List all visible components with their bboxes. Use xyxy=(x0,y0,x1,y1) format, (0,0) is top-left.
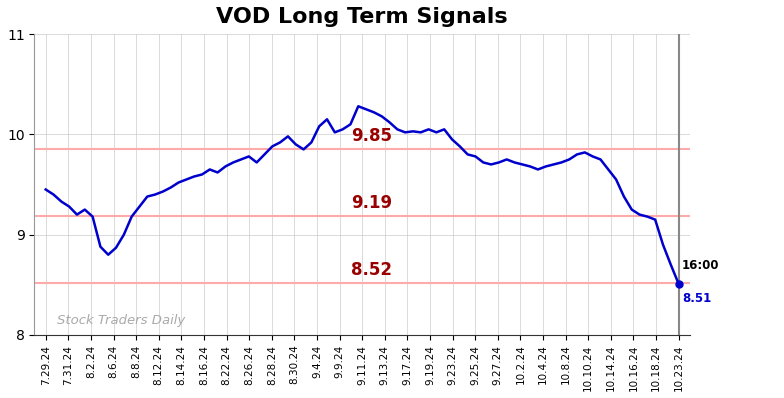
Text: 9.19: 9.19 xyxy=(351,193,392,212)
Text: 9.85: 9.85 xyxy=(351,127,392,145)
Title: VOD Long Term Signals: VOD Long Term Signals xyxy=(216,7,508,27)
Text: 8.52: 8.52 xyxy=(351,261,392,279)
Text: 8.51: 8.51 xyxy=(682,292,711,305)
Text: 16:00: 16:00 xyxy=(682,259,720,272)
Text: Stock Traders Daily: Stock Traders Daily xyxy=(57,314,185,327)
